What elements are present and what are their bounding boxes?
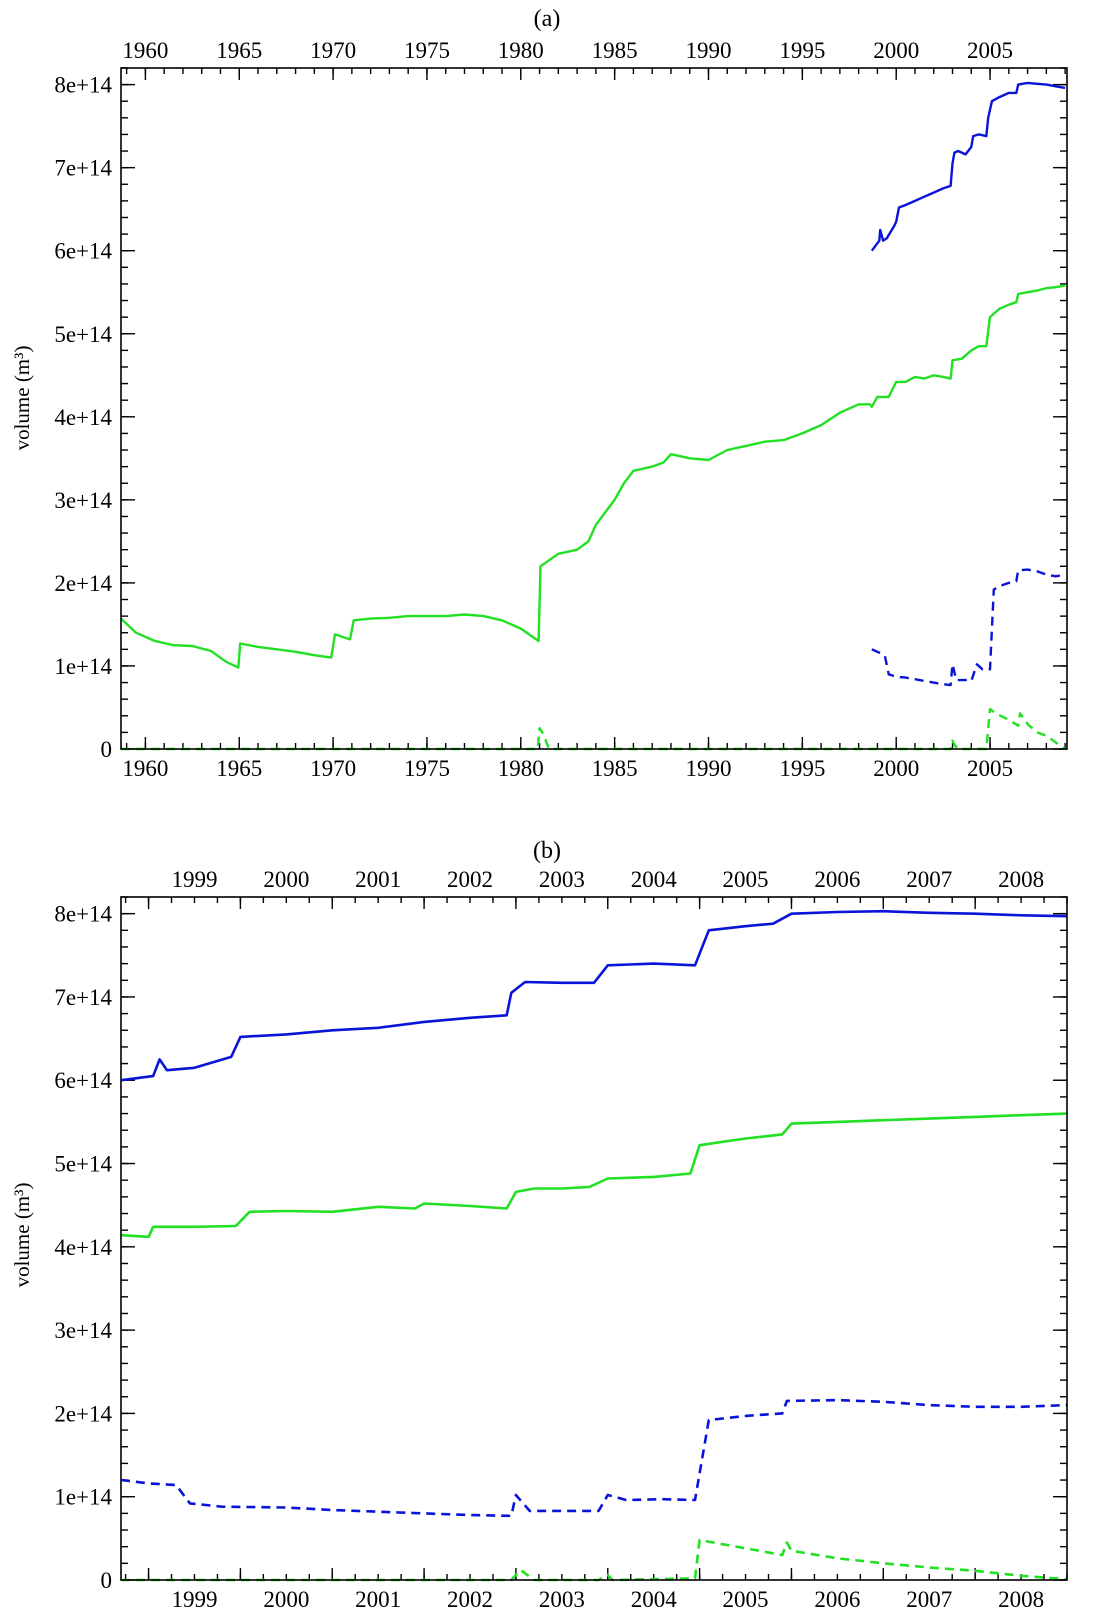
y-tick-label: 2e+14 <box>54 571 112 596</box>
series-line-1-dashed <box>871 568 1066 687</box>
y-tick-label: 8e+14 <box>54 902 112 927</box>
x-tick-label-top: 1965 <box>216 38 262 63</box>
x-tick-label-bottom: 1999 <box>171 1587 217 1611</box>
y-tick-label: 7e+14 <box>54 156 112 181</box>
panel-a: (a) volume (m³) 1960 1960 1965 1965 1970 1970… <box>10 6 1068 781</box>
panel-a-axes: 1960 1960 1965 1965 1970 1970 1975 1975 1980 1980… <box>54 38 1067 781</box>
y-tick-label: 8e+14 <box>54 73 112 98</box>
panel-a-title: (a) <box>534 6 561 32</box>
y-tick-label: 7e+14 <box>54 985 112 1010</box>
x-tick-label-top: 2005 <box>967 38 1013 63</box>
panel-a-series-layer <box>120 81 1066 751</box>
x-tick-label-top: 2001 <box>355 867 401 892</box>
y-tick-label: 3e+14 <box>54 1318 112 1343</box>
series-line-0-solid <box>120 909 1068 1082</box>
y-tick-label: 4e+14 <box>54 405 112 430</box>
x-tick-label-top: 2000 <box>873 38 919 63</box>
x-tick-label-bottom: 1970 <box>310 756 356 781</box>
y-tick-label: 0 <box>101 737 113 762</box>
x-tick-label-top: 2008 <box>998 867 1044 892</box>
x-tick-label-top: 1960 <box>122 38 168 63</box>
x-tick-label-top: 2007 <box>906 867 952 892</box>
x-tick-label-bottom: 2006 <box>814 1587 860 1611</box>
x-tick-label-top: 1985 <box>592 38 638 63</box>
y-tick-label: 1e+14 <box>54 1485 112 1510</box>
x-tick-label-bottom: 2005 <box>967 756 1013 781</box>
series-line-1-dashed <box>120 1398 1068 1518</box>
x-tick-label-bottom: 2007 <box>906 1587 952 1611</box>
y-tick-label: 0 <box>101 1568 113 1593</box>
x-tick-label-top: 1999 <box>171 867 217 892</box>
x-tick-label-top: 1995 <box>779 38 825 63</box>
y-tick-label: 2e+14 <box>54 1401 112 1426</box>
y-tick-label: 6e+14 <box>54 239 112 264</box>
x-tick-label-top: 1975 <box>404 38 450 63</box>
x-tick-label-top: 1990 <box>685 38 731 63</box>
panel-b-axes: 1999 1999 2000 2000 2001 2001 2002 2002 2003 2003… <box>54 867 1068 1611</box>
x-tick-label-bottom: 1985 <box>592 756 638 781</box>
panel-b: (b) volume (m³) 1999 1999 2000 2000 2001 2001… <box>10 838 1068 1611</box>
x-tick-label-top: 2003 <box>539 867 585 892</box>
x-tick-label-top: 2002 <box>447 867 493 892</box>
x-tick-label-bottom: 1965 <box>216 756 262 781</box>
x-tick-label-bottom: 2002 <box>447 1587 493 1611</box>
y-tick-label: 5e+14 <box>54 1152 112 1177</box>
x-tick-label-top: 2000 <box>263 867 309 892</box>
x-tick-label-bottom: 2003 <box>539 1587 585 1611</box>
y-tick-label: 1e+14 <box>54 654 112 679</box>
y-tick-label: 4e+14 <box>54 1235 112 1260</box>
y-tick-label: 5e+14 <box>54 322 112 347</box>
panel-b-title: (b) <box>533 838 561 864</box>
x-tick-label-bottom: 1975 <box>404 756 450 781</box>
x-tick-label-top: 2006 <box>814 867 860 892</box>
y-tick-label: 3e+14 <box>54 488 112 513</box>
x-tick-label-top: 2005 <box>723 867 769 892</box>
panel-b-y-axis-label: volume (m³) <box>10 1183 34 1288</box>
x-tick-label-bottom: 1990 <box>685 756 731 781</box>
x-tick-label-bottom: 2000 <box>873 756 919 781</box>
series-line-2-solid <box>120 284 1066 669</box>
x-tick-label-top: 1970 <box>310 38 356 63</box>
series-line-0-solid <box>870 81 1066 252</box>
panel-a-y-axis-label: volume (m³) <box>10 346 34 451</box>
y-tick-label: 6e+14 <box>54 1068 112 1093</box>
series-line-2-solid <box>120 1112 1068 1239</box>
x-tick-label-top: 2004 <box>631 867 678 892</box>
x-tick-label-bottom: 1980 <box>498 756 544 781</box>
x-tick-label-bottom: 2005 <box>723 1587 769 1611</box>
panel-b-plot-frame <box>120 896 1068 1581</box>
panel-a-plot-frame <box>120 67 1068 750</box>
x-tick-label-bottom: 2004 <box>631 1587 678 1611</box>
x-tick-label-bottom: 2001 <box>355 1587 401 1611</box>
x-tick-label-bottom: 2008 <box>998 1587 1044 1611</box>
x-tick-label-bottom: 1995 <box>779 756 825 781</box>
x-tick-label-bottom: 2000 <box>263 1587 309 1611</box>
x-tick-label-top: 1980 <box>498 38 544 63</box>
x-tick-label-bottom: 1960 <box>122 756 168 781</box>
